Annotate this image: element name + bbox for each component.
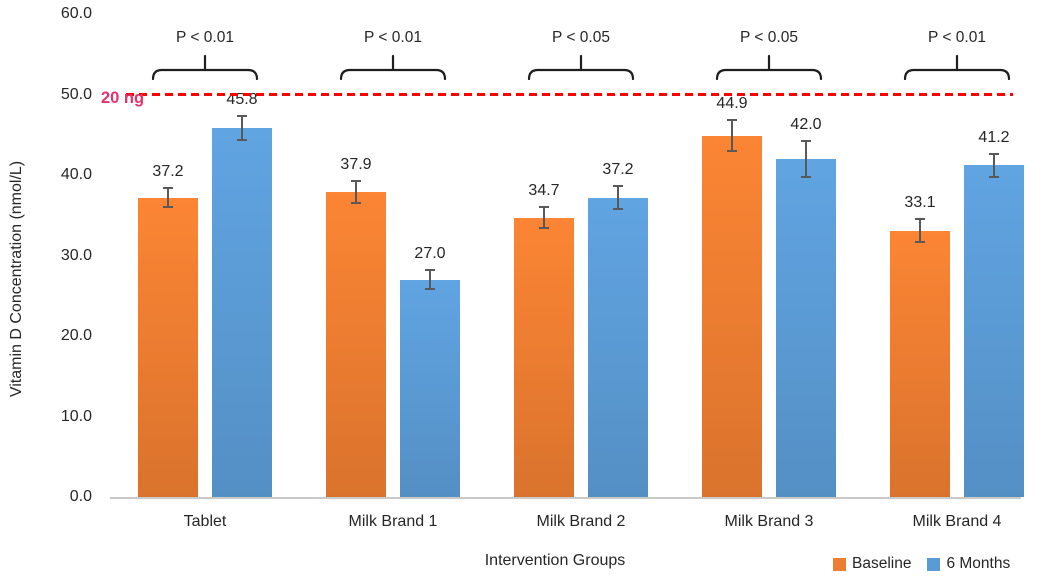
error-bar-cap-bottom [163, 206, 173, 209]
legend: Baseline 6 Months [833, 555, 1010, 573]
reference-line [126, 92, 1013, 96]
error-bar [241, 116, 243, 141]
value-label: 37.2 [152, 162, 184, 180]
significance-bracket [903, 54, 1011, 81]
legend-label-baseline: Baseline [852, 555, 912, 572]
error-bar-cap-top [915, 218, 925, 221]
error-bar [167, 187, 169, 208]
bar-baseline [138, 197, 198, 497]
error-bar-cap-bottom [801, 175, 811, 178]
bar-baseline [326, 191, 386, 497]
error-bar-cap-top [539, 206, 549, 209]
y-tick-label: 60.0 [60, 5, 92, 22]
legend-swatch-baseline [833, 557, 846, 571]
x-tick-label: Tablet [183, 513, 227, 530]
error-bar-cap-top [801, 140, 811, 143]
error-bar-cap-bottom [989, 175, 999, 178]
y-tick-label: 0.0 [69, 488, 92, 505]
error-bar [429, 269, 431, 290]
value-label: 42.0 [790, 116, 822, 134]
significance-bracket [527, 54, 635, 81]
error-bar-cap-top [237, 115, 247, 118]
error-bar-cap-bottom [539, 227, 549, 230]
bar-6-months [400, 279, 460, 497]
x-tick-label: Milk Brand 3 [724, 513, 814, 530]
error-bar-cap-top [425, 268, 435, 271]
x-tick-label: Milk Brand 2 [536, 513, 626, 530]
y-tick-label: 50.0 [60, 85, 92, 103]
value-label: 37.9 [340, 155, 372, 173]
error-bar-cap-top [727, 119, 737, 122]
p-value-label: P < 0.05 [740, 29, 798, 46]
significance-bracket [151, 54, 259, 81]
p-value-label: P < 0.01 [928, 29, 986, 46]
error-bar-cap-bottom [351, 202, 361, 205]
significance-bracket [715, 54, 823, 81]
x-tick-label: Milk Brand 4 [912, 513, 1002, 530]
legend-swatch-6months [927, 557, 941, 571]
legend-label-6months: 6 Months [946, 555, 1011, 572]
error-bar-cap-bottom [915, 240, 925, 243]
value-label: 27.0 [414, 244, 446, 262]
value-label: 34.7 [528, 182, 560, 200]
bar-baseline [890, 230, 950, 497]
p-value-label: P < 0.01 [364, 29, 422, 46]
error-bar-cap-top [163, 186, 173, 189]
error-bar [919, 219, 921, 242]
error-bar [731, 120, 733, 151]
error-bar [355, 180, 357, 204]
value-label: 37.2 [602, 161, 634, 179]
error-bar [805, 141, 807, 177]
value-label: 33.1 [904, 194, 936, 212]
bar-6-months [212, 128, 272, 497]
error-bar-cap-top [613, 185, 623, 188]
bar-6-months [588, 197, 648, 497]
reference-line-label: 20 ng [101, 89, 145, 107]
error-bar-cap-bottom [613, 207, 623, 210]
value-label: 41.2 [978, 129, 1010, 147]
error-bar-cap-top [351, 179, 361, 182]
x-tick-label: Milk Brand 1 [348, 513, 438, 530]
error-bar-cap-bottom [727, 149, 737, 152]
x-axis-title: Intervention Groups [484, 552, 626, 569]
error-bar-cap-bottom [425, 288, 435, 291]
y-tick-label: 30.0 [60, 246, 92, 264]
p-value-label: P < 0.05 [552, 29, 610, 46]
error-bar-cap-top [989, 153, 999, 156]
bar-baseline [514, 217, 574, 497]
error-bar [993, 154, 995, 177]
y-axis-title: Vitamin D Concentration (nmol/L) [8, 160, 25, 398]
p-value-label: P < 0.01 [176, 29, 234, 46]
bar-6-months [776, 158, 836, 497]
significance-bracket [339, 54, 447, 81]
bar-6-months [964, 165, 1024, 497]
y-tick-label: 40.0 [60, 166, 92, 183]
y-tick-label: 10.0 [60, 407, 92, 425]
y-tick-label: 20.0 [60, 327, 92, 344]
x-axis-line [110, 497, 1021, 499]
error-bar [617, 186, 619, 209]
error-bar-cap-bottom [237, 139, 247, 142]
value-label: 44.9 [716, 95, 748, 113]
error-bar [543, 207, 545, 229]
bar-baseline [702, 135, 762, 497]
